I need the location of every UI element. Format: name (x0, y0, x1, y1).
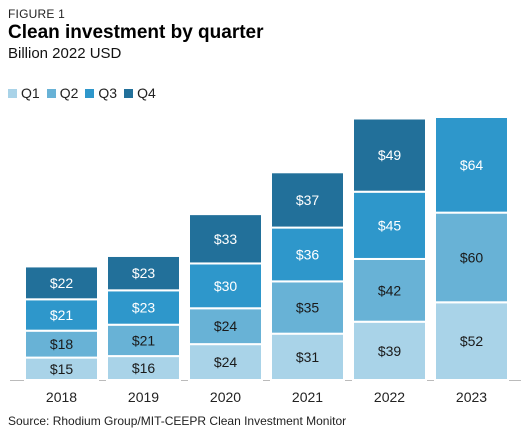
data-label-2022-q2: $42 (378, 282, 402, 298)
x-tick-label-2021: 2021 (292, 389, 323, 405)
bar-segment-2020-q1 (188, 343, 263, 381)
bar-segment-2023-q2 (434, 211, 509, 304)
bar-segment-2020-q4 (188, 213, 263, 265)
data-label-2018-q4: $22 (50, 275, 74, 291)
chart-title: Clean investment by quarter (8, 22, 264, 43)
data-label-2023-q3: $64 (460, 157, 484, 173)
data-label-2018-q1: $15 (50, 361, 74, 377)
x-tick-label-2023: 2023 (456, 389, 487, 405)
x-tick-label-2019: 2019 (128, 389, 159, 405)
data-label-2021-q2: $35 (296, 300, 320, 316)
legend-swatch-q2 (46, 88, 56, 98)
data-label-2021-q4: $37 (296, 192, 320, 208)
bar-segment-2019-q2 (106, 323, 181, 358)
bar-segment-2021-q3 (270, 226, 345, 283)
data-label-2019-q4: $23 (132, 265, 156, 281)
data-label-2018-q2: $18 (50, 336, 74, 352)
data-label-2023-q1: $52 (460, 333, 484, 349)
data-label-2019-q2: $21 (132, 332, 156, 348)
data-label-2021-q1: $31 (296, 349, 320, 365)
legend-item-q4: Q4 (124, 85, 156, 101)
x-tick-label-2020: 2020 (210, 389, 241, 405)
data-label-2023-q2: $60 (460, 249, 484, 265)
legend-label-q1: Q1 (21, 85, 40, 101)
bar-segment-2020-q3 (188, 262, 263, 310)
bar-segment-2021-q1 (270, 332, 345, 382)
legend-label-q2: Q2 (59, 85, 79, 101)
bar-segment-2018-q3 (24, 298, 99, 332)
data-label-2020-q4: $33 (214, 231, 238, 247)
legend-swatch-q1 (8, 88, 17, 98)
legend: Q1 Q2 Q3 Q4 (8, 85, 163, 101)
x-tick-label-2022: 2022 (374, 389, 405, 405)
bar-segment-2021-q2 (270, 280, 345, 335)
x-tick-label-2018: 2018 (46, 389, 77, 405)
bar-segment-2019-q3 (106, 289, 181, 326)
data-label-2021-q3: $36 (296, 246, 320, 262)
legend-item-q2: Q2 (46, 85, 79, 101)
data-label-2022-q4: $49 (378, 147, 402, 163)
bar-segment-2020-q2 (188, 307, 263, 346)
bar-segment-2023-q3 (434, 116, 509, 214)
bar-segment-2019-q4 (106, 254, 181, 292)
legend-item-q3: Q3 (85, 85, 117, 101)
data-label-2020-q3: $30 (214, 278, 238, 294)
legend-swatch-q3 (85, 88, 95, 98)
bar-segment-2022-q4 (352, 117, 427, 193)
legend-item-q1: Q1 (8, 85, 40, 101)
data-label-2022-q1: $39 (378, 343, 402, 359)
chart-subtitle: Billion 2022 USD (8, 45, 122, 62)
data-label-2018-q3: $21 (50, 307, 74, 323)
bar-segment-2022-q3 (352, 190, 427, 260)
figure-label: FIGURE 1 (8, 7, 65, 21)
data-label-2019-q3: $23 (132, 300, 156, 316)
data-label-2019-q1: $16 (132, 360, 156, 376)
bar-segment-2018-q2 (24, 329, 99, 359)
bar-segment-2023-q1 (434, 301, 509, 381)
legend-label-q4: Q4 (137, 85, 156, 101)
data-label-2022-q3: $45 (378, 217, 402, 233)
bar-segment-2022-q1 (352, 320, 427, 381)
bar-segment-2018-q4 (24, 265, 99, 301)
legend-swatch-q4 (124, 88, 134, 98)
legend-label-q3: Q3 (98, 85, 118, 101)
data-label-2020-q2: $24 (214, 318, 238, 334)
data-label-2020-q1: $24 (214, 354, 238, 370)
bar-segment-2021-q4 (270, 171, 345, 229)
source-note: Source: Rhodium Group/MIT-CEEPR Clean In… (8, 414, 347, 428)
